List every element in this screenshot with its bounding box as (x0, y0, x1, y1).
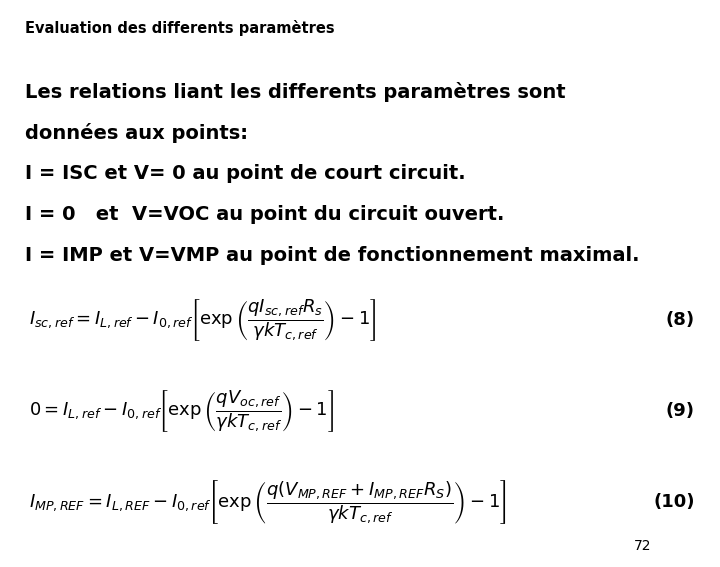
Text: (9): (9) (666, 402, 695, 420)
Text: I = IMP et V=VMP au point de fonctionnement maximal.: I = IMP et V=VMP au point de fonctionnem… (25, 246, 639, 265)
Text: (8): (8) (666, 311, 695, 329)
Text: 72: 72 (634, 539, 651, 553)
Text: $I_{MP,REF} = I_{L,REF} - I_{0,ref}\left[\exp\left(\dfrac{q\left(V_{MP,REF} + I_: $I_{MP,REF} = I_{L,REF} - I_{0,ref}\left… (29, 478, 506, 526)
Text: $0 = I_{L,ref} - I_{0,ref}\left[\exp\left(\dfrac{qV_{oc,ref}}{\gamma kT_{c,ref}}: $0 = I_{L,ref} - I_{0,ref}\left[\exp\lef… (29, 388, 334, 434)
Text: $I_{sc,ref} = I_{L,ref} - I_{0,ref}\left[\exp\left(\dfrac{qI_{sc,ref}R_s}{\gamma: $I_{sc,ref} = I_{L,ref} - I_{0,ref}\left… (29, 298, 377, 343)
Text: Les relations liant les differents paramètres sont: Les relations liant les differents param… (25, 82, 566, 102)
Text: Evaluation des differents paramètres: Evaluation des differents paramètres (25, 20, 335, 36)
Text: I = ISC et V= 0 au point de court circuit.: I = ISC et V= 0 au point de court circui… (25, 164, 466, 183)
Text: (10): (10) (653, 493, 695, 511)
Text: données aux points:: données aux points: (25, 123, 248, 143)
Text: I = 0   et  V=VOC au point du circuit ouvert.: I = 0 et V=VOC au point du circuit ouver… (25, 205, 505, 224)
